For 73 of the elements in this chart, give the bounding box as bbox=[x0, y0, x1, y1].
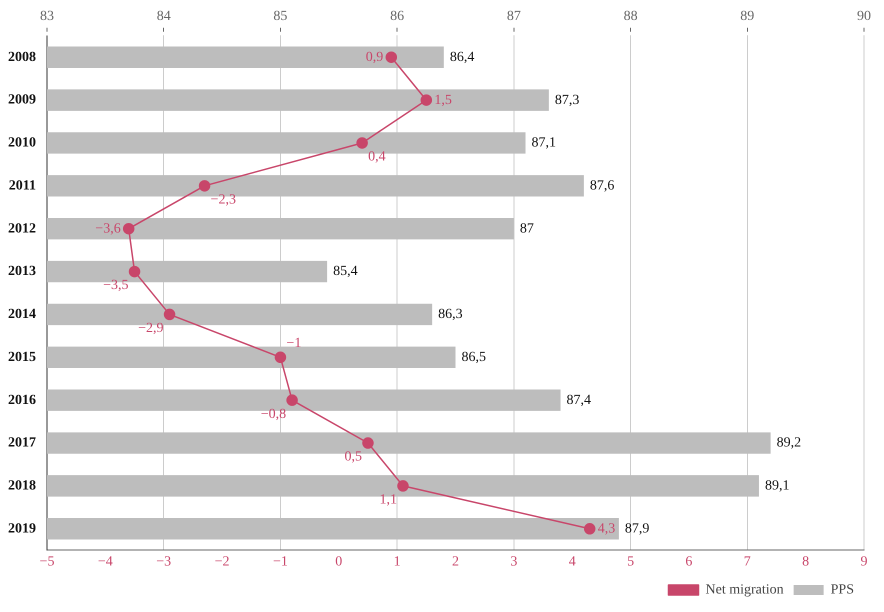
data-label: 89,1 bbox=[764, 478, 790, 494]
point bbox=[164, 308, 176, 320]
data-label: −0,8 bbox=[260, 406, 286, 422]
point bbox=[362, 437, 374, 449]
point bbox=[274, 352, 286, 364]
y-tick-label: 2017 bbox=[8, 436, 36, 451]
x-tick-label: 4 bbox=[568, 554, 576, 570]
point bbox=[386, 51, 398, 63]
point bbox=[584, 523, 596, 535]
y-tick-label: 2015 bbox=[8, 350, 36, 365]
x-tick-label: −3 bbox=[156, 554, 172, 570]
data-label: 87,6 bbox=[590, 178, 614, 194]
y-tick-label: 2018 bbox=[8, 478, 36, 494]
data-label: −1 bbox=[286, 336, 302, 351]
y-tick-label: 2011 bbox=[8, 178, 36, 194]
data-label: 87,4 bbox=[566, 392, 592, 408]
point bbox=[420, 94, 432, 106]
point bbox=[397, 480, 409, 492]
x-tick-label: −2 bbox=[214, 554, 230, 570]
x2-tick-label: 84 bbox=[156, 9, 171, 24]
x2-tick-label: 83 bbox=[40, 9, 54, 24]
y-tick-label: 2012 bbox=[8, 221, 36, 236]
x2-tick-label: 85 bbox=[273, 9, 288, 24]
x-tick-label: 2 bbox=[452, 554, 459, 570]
x-tick-label: −5 bbox=[40, 554, 54, 570]
y-tick-label: 2013 bbox=[8, 264, 36, 280]
data-label: −3,6 bbox=[95, 221, 121, 236]
y-tick-label: 2019 bbox=[8, 521, 36, 536]
point bbox=[198, 180, 210, 192]
data-label: −2,9 bbox=[138, 321, 164, 336]
x2-tick-label: 88 bbox=[624, 9, 638, 24]
x2-tick-label: 89 bbox=[740, 9, 754, 24]
x-tick-label: 5 bbox=[627, 554, 634, 570]
data-label: 87,3 bbox=[554, 92, 580, 108]
data-label: 86,5 bbox=[462, 350, 486, 365]
x-tick-label: 8 bbox=[802, 554, 810, 570]
data-label: 1,1 bbox=[379, 492, 397, 508]
data-label: 87,9 bbox=[624, 521, 650, 536]
x-tick-label: 6 bbox=[685, 554, 692, 570]
y-tick-label: 2014 bbox=[8, 307, 36, 322]
data-label: 1,5 bbox=[434, 92, 452, 108]
data-label: −3,5 bbox=[103, 278, 129, 294]
x2-tick-label: 87 bbox=[506, 9, 521, 24]
y-tick-label: 2008 bbox=[8, 50, 36, 65]
x-tick-label: 0 bbox=[335, 554, 342, 570]
point bbox=[128, 266, 140, 278]
x-tick-label: −4 bbox=[98, 554, 113, 570]
x-tick-label: 7 bbox=[744, 554, 751, 570]
point bbox=[122, 222, 134, 234]
data-label: 86,3 bbox=[438, 307, 463, 322]
data-label: 0,9 bbox=[366, 50, 384, 65]
x2-tick-label: 90 bbox=[857, 9, 871, 24]
data-label: 86,4 bbox=[450, 50, 474, 65]
y-tick-label: 2010 bbox=[8, 136, 36, 151]
data-label: 85,4 bbox=[333, 264, 358, 280]
legend-label: PPS bbox=[830, 582, 854, 598]
x-tick-label: 9 bbox=[860, 554, 868, 570]
data-label: 89,2 bbox=[776, 436, 802, 451]
data-label: 4,3 bbox=[598, 521, 616, 536]
data-label: 87,1 bbox=[532, 136, 556, 151]
data-label: −2,3 bbox=[210, 192, 236, 208]
y-tick-label: 2016 bbox=[8, 392, 36, 408]
legend-label: Net migration bbox=[705, 582, 784, 598]
point bbox=[356, 137, 368, 149]
data-label: 87 bbox=[520, 221, 534, 236]
x-tick-label: 3 bbox=[510, 554, 518, 570]
x-tick-label: 1 bbox=[394, 554, 401, 570]
x2-tick-label: 86 bbox=[390, 9, 404, 24]
data-label: 0,4 bbox=[368, 150, 386, 165]
data-label: 0,5 bbox=[344, 450, 362, 465]
point bbox=[286, 394, 298, 406]
y-tick-label: 2009 bbox=[8, 92, 36, 108]
x-tick-label: −1 bbox=[272, 554, 288, 570]
